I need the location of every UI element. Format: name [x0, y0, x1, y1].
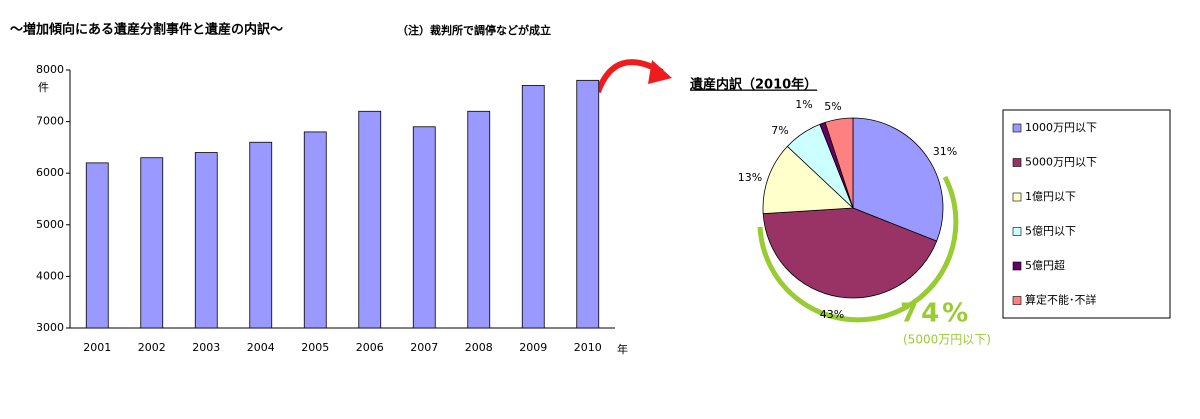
x-axis-label: 年 — [617, 342, 628, 356]
pie-slice — [762, 145, 854, 215]
slice-label: 5% — [824, 100, 841, 113]
pie-slice — [762, 207, 938, 299]
slice-label: 43% — [820, 308, 844, 321]
bar — [412, 126, 436, 329]
arrow-head — [648, 60, 672, 84]
bar — [85, 162, 109, 329]
legend-swatch — [1012, 227, 1022, 236]
y-tick-label: 4000 — [36, 269, 64, 282]
legend — [1002, 109, 1171, 319]
chart-title: ～増加傾向にある遺産分割事件と遺産の内訳～ — [10, 22, 283, 38]
y-tick-label: 3000 — [36, 321, 64, 334]
x-tick-label: 2001 — [83, 341, 111, 354]
bar — [467, 110, 491, 329]
legend-label: 5000万円以下 — [1025, 156, 1097, 169]
legend-swatch — [1012, 296, 1022, 305]
legend-label: 5億円超 — [1025, 258, 1065, 272]
legend-swatch — [1012, 192, 1022, 202]
legend-swatch — [1012, 261, 1022, 271]
x-tick-label: 2005 — [301, 341, 329, 354]
legend-label: 1億円以下 — [1025, 190, 1076, 203]
pie-slice — [852, 117, 944, 242]
annotation-note: (5000万円以下) — [903, 333, 991, 347]
x-tick-label: 2009 — [519, 341, 547, 354]
legend-label: 5億円以下 — [1025, 225, 1076, 238]
legend-label: 1000万円以下 — [1025, 121, 1097, 134]
bar — [521, 85, 545, 329]
slice-label: 13% — [738, 171, 762, 184]
slice-label: 31% — [933, 145, 957, 158]
y-axis-label: 件 — [38, 81, 49, 94]
slice-label: 1% — [795, 98, 812, 111]
x-tick-label: 2007 — [410, 341, 438, 354]
x-tick-label: 2010 — [574, 341, 602, 354]
legend-label: 算定不能･不詳 — [1025, 293, 1097, 307]
legend-swatch — [1012, 123, 1022, 133]
legend-swatch — [1012, 158, 1022, 167]
bar — [194, 152, 218, 329]
bar — [303, 131, 327, 329]
annotation: 74% — [900, 299, 971, 329]
x-tick-label: 2004 — [247, 341, 275, 354]
y-tick-label: 5000 — [36, 218, 64, 231]
x-tick-label: 2002 — [138, 341, 166, 354]
highlight-arc — [757, 175, 959, 323]
y-tick-label: 8000 — [36, 63, 64, 76]
bar — [576, 79, 600, 329]
slice-label: 7% — [771, 124, 788, 137]
y-tick-label: 6000 — [36, 166, 64, 179]
x-tick-label: 2008 — [465, 341, 493, 354]
y-tick-label: 7000 — [36, 115, 64, 128]
chart-subtitle: （注）裁判所で調停などが成立 — [397, 23, 551, 37]
x-tick-label: 2006 — [356, 341, 384, 354]
bar — [140, 157, 164, 329]
pie-slice — [824, 117, 854, 209]
bar — [358, 110, 382, 329]
pie-title: 遺産内訳（2010年） — [689, 77, 817, 93]
bar — [249, 141, 273, 329]
x-tick-label: 2003 — [192, 341, 220, 354]
